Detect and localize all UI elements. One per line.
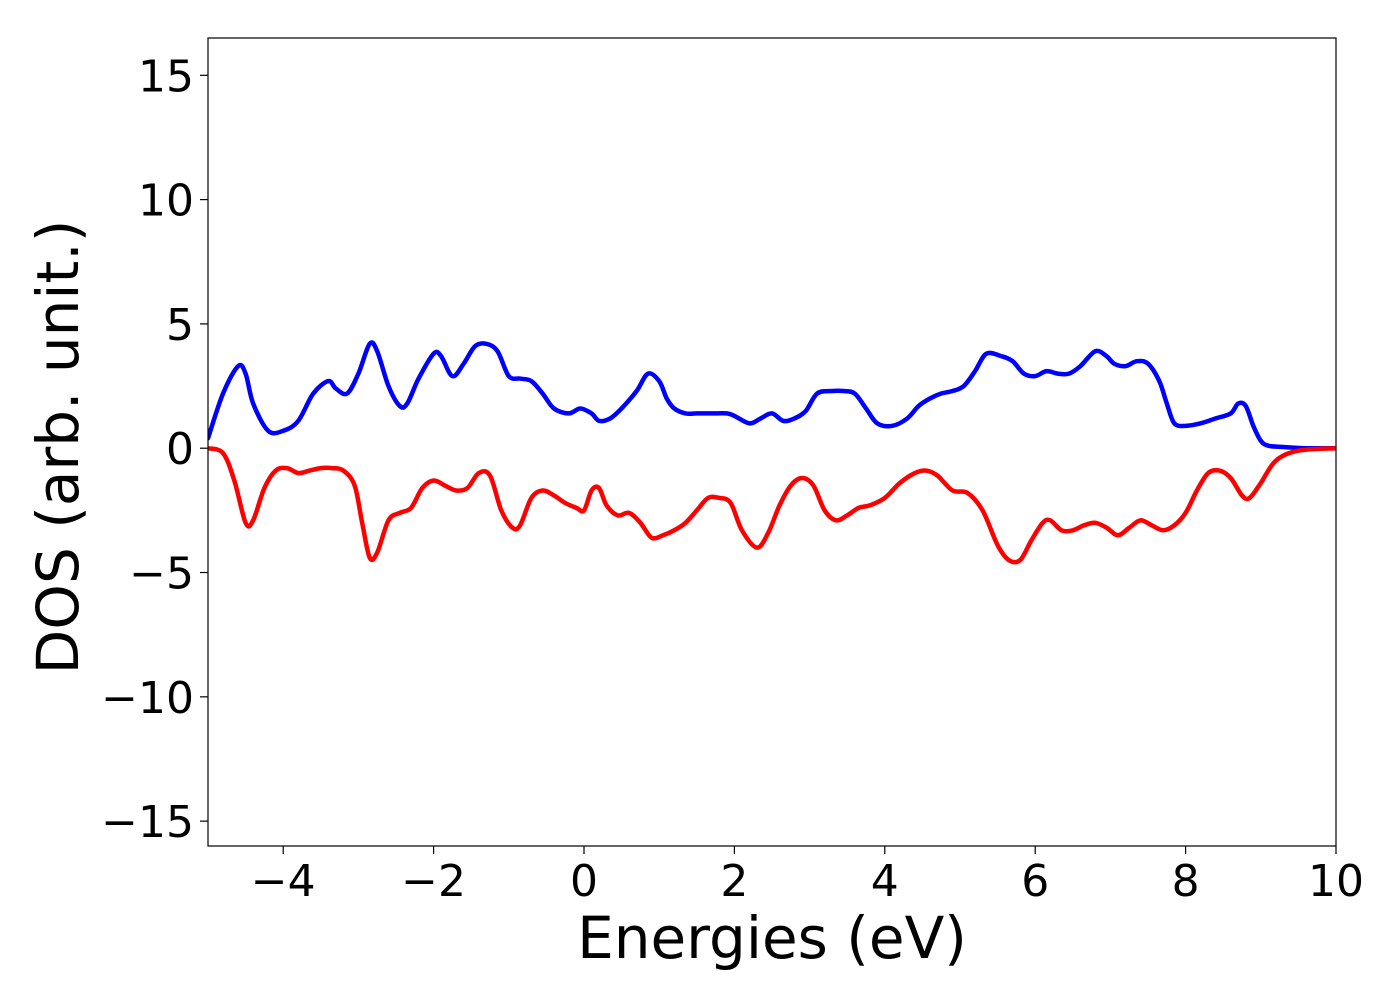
- x-axis-ticks: −4 −2 0 2 4 6 8 10: [251, 846, 1364, 907]
- y-tick-label: −15: [101, 797, 194, 848]
- y-tick-label: −5: [129, 549, 194, 600]
- series-line-red: [208, 445, 1336, 565]
- x-tick-label: 2: [720, 856, 748, 907]
- x-tick-label: 10: [1308, 856, 1364, 907]
- y-axis-ticks: 15 10 5 0 −5 −10 −15: [101, 51, 208, 848]
- x-tick-label: −2: [401, 856, 466, 907]
- y-tick-label: 10: [138, 176, 194, 227]
- y-tick-label: −10: [101, 673, 194, 724]
- y-tick-label: 15: [138, 51, 194, 102]
- axes-frame: [207, 37, 1337, 847]
- y-tick-label: 0: [166, 424, 194, 475]
- x-tick-label: 4: [871, 856, 899, 907]
- y-tick-label: 5: [166, 300, 194, 351]
- x-axis-label: Energies (eV): [577, 904, 967, 972]
- x-tick-label: 0: [570, 856, 598, 907]
- y-axis-label: DOS (arb. unit.): [24, 220, 92, 675]
- x-tick-label: 6: [1021, 856, 1049, 907]
- x-tick-label: −4: [251, 856, 316, 907]
- series-line-blue: [208, 340, 1336, 451]
- plot-area: [208, 340, 1336, 565]
- x-tick-label: 8: [1172, 856, 1200, 907]
